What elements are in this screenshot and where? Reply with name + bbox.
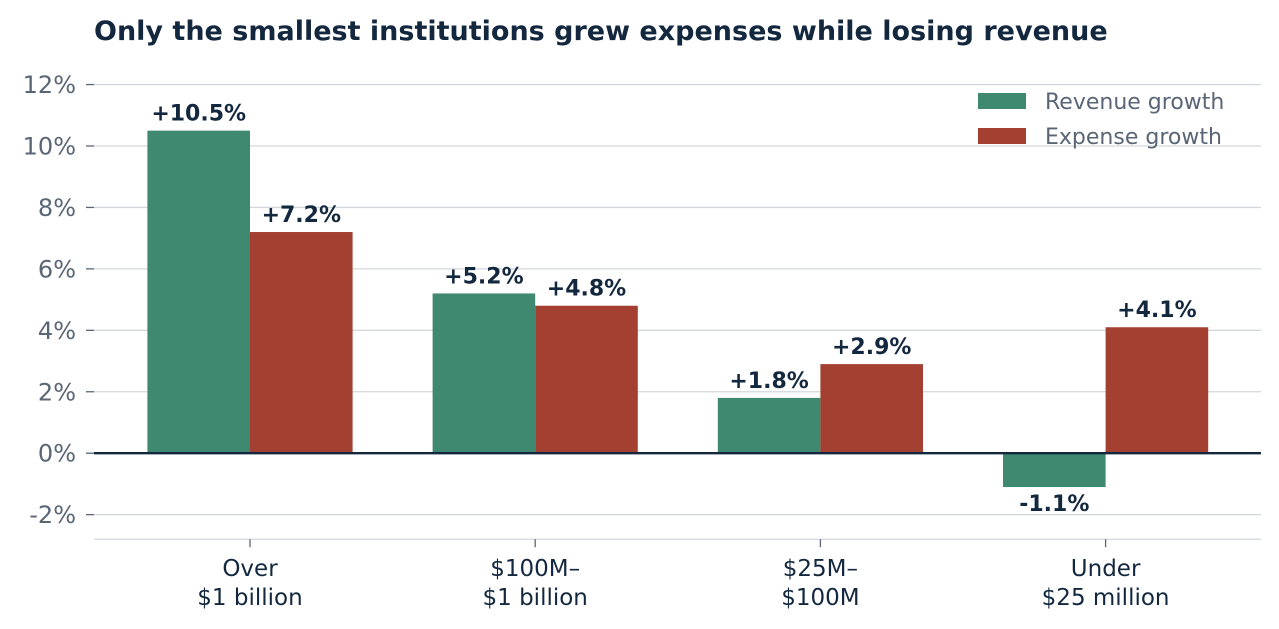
legend-label: Revenue growth xyxy=(1045,90,1224,115)
bar-expense xyxy=(250,232,353,454)
data-label: +5.2% xyxy=(444,264,523,289)
y-tick-label: 0% xyxy=(38,440,76,468)
data-label: +4.8% xyxy=(547,277,626,302)
bar-expense xyxy=(820,364,923,454)
x-tick-label: Over xyxy=(222,556,278,582)
bar-revenue xyxy=(717,397,821,454)
bar-revenue xyxy=(1003,453,1106,487)
x-tick-label: Under xyxy=(1071,556,1141,582)
data-label: +1.8% xyxy=(729,369,808,394)
data-labels: +10.5% +7.2% +5.2% +4.8% +1.8% +2.9% -1.1% +4.1… xyxy=(151,102,1196,517)
bar-revenue xyxy=(147,130,250,454)
bar-revenue xyxy=(432,293,536,454)
bars xyxy=(147,130,1209,487)
data-label: -1.1% xyxy=(1019,492,1089,517)
legend-swatch-revenue xyxy=(978,93,1026,109)
x-tick-label: $1 billion xyxy=(483,585,588,611)
y-axis: -2% 0% 2% 4% 6% 8% 10% 12% xyxy=(23,71,94,529)
x-tick-label: $1 billion xyxy=(197,585,302,611)
y-tick-label: 6% xyxy=(38,255,76,283)
data-label: +10.5% xyxy=(151,102,246,127)
data-label: +2.9% xyxy=(832,335,911,360)
legend-swatch-expense xyxy=(978,128,1026,144)
legend: Revenue growth Expense growth xyxy=(978,90,1224,150)
chart-title: Only the smallest institutions grew expe… xyxy=(94,16,1108,47)
y-tick-label: 8% xyxy=(38,194,76,222)
x-tick-label: $25 million xyxy=(1042,585,1170,611)
x-tick-label: $25M– xyxy=(783,556,858,582)
y-tick-label: 4% xyxy=(38,317,76,345)
y-tick-label: 10% xyxy=(23,133,76,161)
data-label: +4.1% xyxy=(1117,298,1196,323)
x-axis: Over $1 billion $100M– $1 billion $25M– $100M… xyxy=(197,539,1170,611)
y-tick-label: 12% xyxy=(23,71,76,99)
bar-expense xyxy=(1105,327,1209,454)
x-tick-label: $100M– xyxy=(490,556,580,582)
legend-label: Expense growth xyxy=(1045,125,1222,150)
bar-expense xyxy=(535,305,638,454)
data-label: +7.2% xyxy=(262,203,341,228)
x-tick-label: $100M xyxy=(781,585,859,611)
y-tick-label: -2% xyxy=(29,501,76,529)
y-tick-label: 2% xyxy=(38,378,76,406)
